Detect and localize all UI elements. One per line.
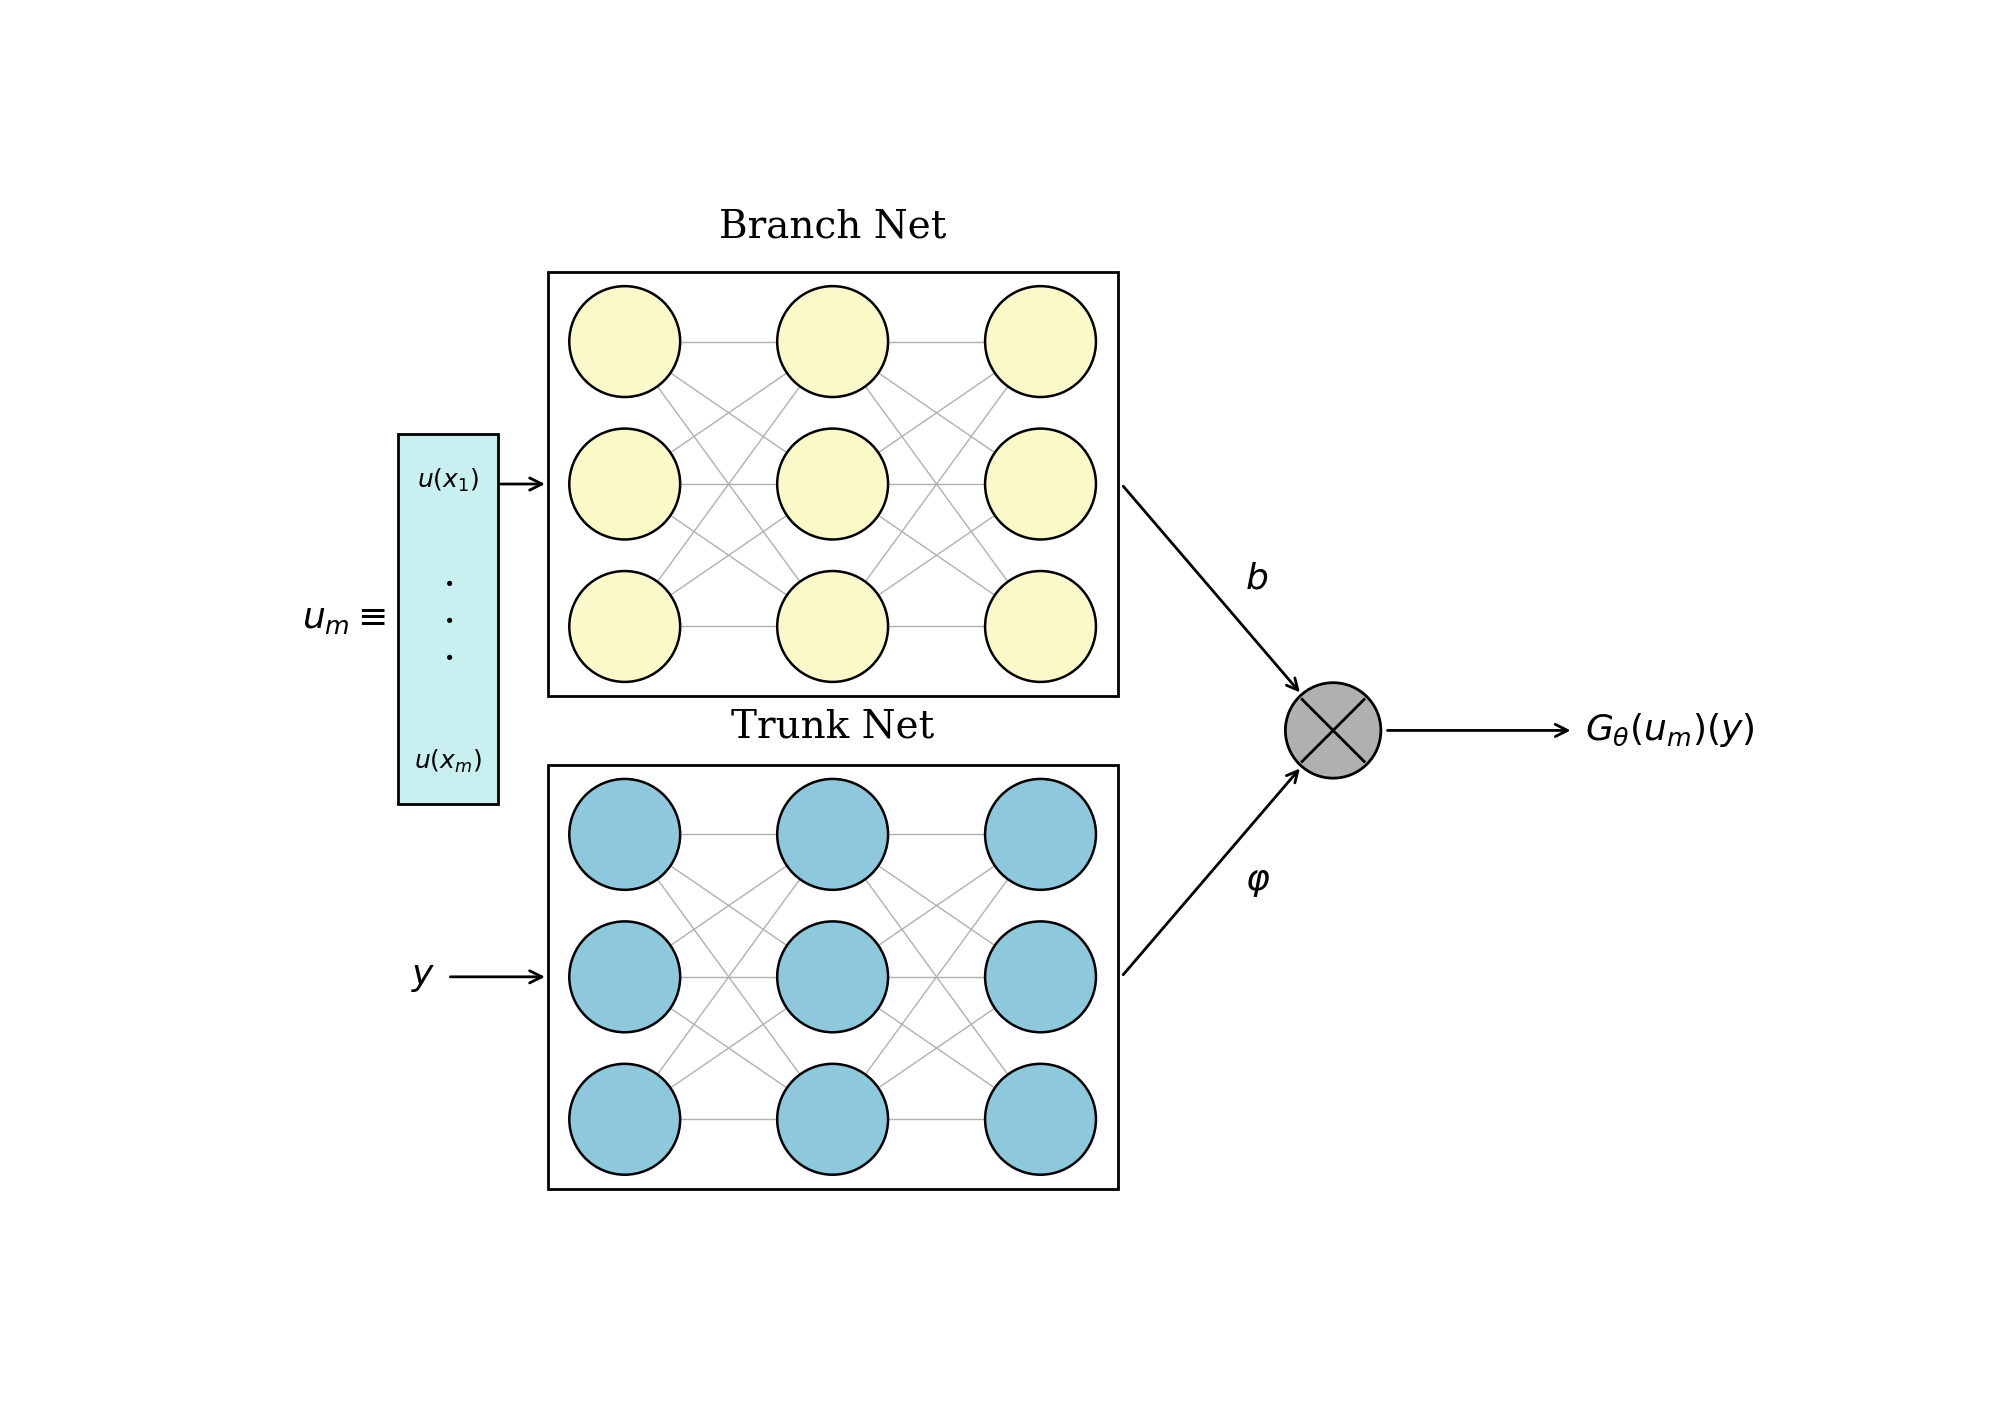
Circle shape (570, 1064, 680, 1175)
Circle shape (776, 286, 888, 397)
Circle shape (1285, 683, 1381, 778)
Text: Branch Net: Branch Net (718, 209, 946, 246)
Circle shape (570, 286, 680, 397)
Circle shape (570, 779, 680, 890)
Circle shape (776, 921, 888, 1032)
Circle shape (984, 779, 1097, 890)
Circle shape (776, 572, 888, 683)
Text: $\bullet$: $\bullet$ (442, 647, 452, 664)
Text: $\varphi$: $\varphi$ (1245, 865, 1271, 899)
Circle shape (776, 428, 888, 539)
Text: $\bullet$: $\bullet$ (442, 610, 452, 627)
Circle shape (984, 428, 1097, 539)
Bar (548, 272, 1117, 695)
Text: $G_{\theta}(u_m)(y)$: $G_{\theta}(u_m)(y)$ (1585, 711, 1755, 749)
Bar (398, 434, 498, 803)
Circle shape (984, 921, 1097, 1032)
Circle shape (776, 779, 888, 890)
Text: $u_m \equiv$: $u_m \equiv$ (302, 602, 386, 636)
Circle shape (984, 286, 1097, 397)
Circle shape (776, 1064, 888, 1175)
Text: $b$: $b$ (1245, 562, 1269, 596)
Circle shape (984, 572, 1097, 683)
Circle shape (570, 921, 680, 1032)
Text: $y$: $y$ (412, 960, 436, 994)
Text: Trunk Net: Trunk Net (730, 708, 934, 745)
Text: $u(x_m)$: $u(x_m)$ (414, 748, 482, 775)
Circle shape (984, 1064, 1097, 1175)
Circle shape (570, 428, 680, 539)
Circle shape (570, 572, 680, 683)
Bar (548, 765, 1117, 1189)
Text: $u(x_1)$: $u(x_1)$ (416, 466, 478, 493)
Text: $\bullet$: $\bullet$ (442, 573, 452, 590)
